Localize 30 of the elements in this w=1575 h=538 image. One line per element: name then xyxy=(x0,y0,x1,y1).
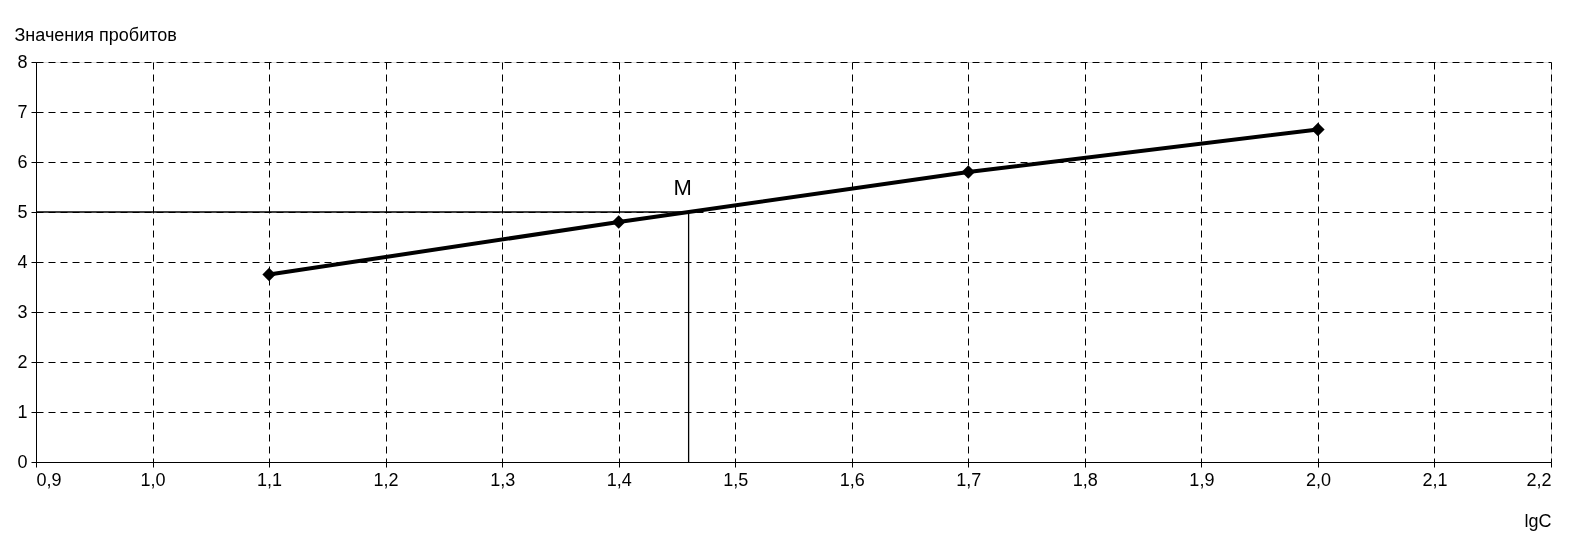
x-tick-label: 2,2 xyxy=(1526,469,1552,490)
y-tick-label: 6 xyxy=(17,151,28,172)
x-tick-label: 1,6 xyxy=(839,469,865,490)
point xyxy=(1311,122,1325,137)
x-tick-label: 1,7 xyxy=(956,469,982,490)
x-tick-label: 2,1 xyxy=(1422,469,1448,490)
x-tick-label: 1,3 xyxy=(490,469,516,490)
x-tick-label: 1,0 xyxy=(140,469,166,490)
x-tick-label: 2,0 xyxy=(1305,469,1331,490)
y-tick-label: 8 xyxy=(17,51,28,72)
point xyxy=(961,165,976,179)
x-axis-title: lgC xyxy=(1524,510,1552,531)
y-axis-title: Значения пробитов xyxy=(14,24,177,45)
x-tick-label: 0,9 xyxy=(36,469,62,490)
x-tick-label: 1,5 xyxy=(723,469,749,490)
annotation: M xyxy=(673,175,692,200)
x-tick-label: 1,8 xyxy=(1072,469,1098,490)
x-tick-label: 1,2 xyxy=(373,469,399,490)
x-tick-label: 1,1 xyxy=(257,469,283,490)
y-tick-label: 4 xyxy=(17,251,28,272)
y-tick-label: 5 xyxy=(17,201,28,222)
point xyxy=(262,267,276,282)
y-tick-label: 3 xyxy=(17,301,28,322)
y-tick-label: 1 xyxy=(17,401,28,422)
y-tick-label: 7 xyxy=(17,101,28,122)
x-tick-label: 1,4 xyxy=(606,469,632,490)
y-tick-label: 0 xyxy=(17,451,28,472)
point xyxy=(611,215,626,229)
x-tick-label: 1,9 xyxy=(1189,469,1215,490)
y-tick-label: 2 xyxy=(17,351,28,372)
